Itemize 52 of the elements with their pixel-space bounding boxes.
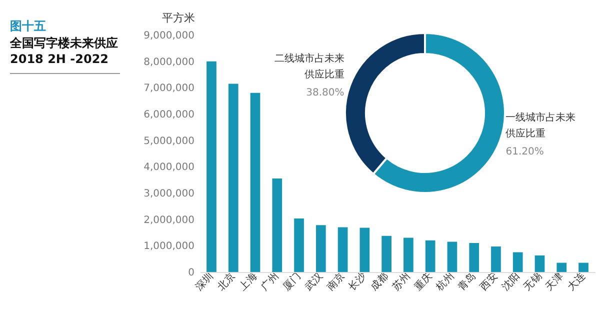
x-tick-label: 厦门 [280,270,304,293]
x-tick-label: 沈阳 [499,270,522,293]
y-tick-label: 4,000,000 [144,162,194,174]
y-tick-label: 2,000,000 [144,214,194,226]
y-tick-label: 8,000,000 [144,56,194,68]
bar [228,84,238,272]
bar [534,255,545,272]
y-tick-label: 0 [188,268,194,278]
bar [512,252,523,272]
bar [447,242,458,272]
x-tick-label: 长沙 [346,270,369,293]
x-tick-label: 广州 [258,270,282,293]
x-tick-label: 天津 [543,270,566,293]
x-tick-label: 青岛 [456,270,478,293]
text: 2018 2H -2022 [10,51,110,67]
bar [578,262,588,272]
data-label: 61.20% [506,146,544,158]
bar [382,236,392,272]
x-tick-label: 南京 [324,270,348,293]
bar [250,92,260,272]
x-tick-label: 武汉 [302,270,326,293]
bar [491,246,501,272]
bar [360,228,370,272]
bar [206,61,216,272]
bar [469,243,480,272]
x-tick-label: 苏州 [390,270,413,293]
x-tick-label: 北京 [214,270,238,293]
y-tick-label: 9,000,000 [144,30,194,42]
y-tick-label: 7,000,000 [144,83,194,94]
slice-label: 二线城市占未来供应比重 [274,52,344,80]
slice-label: 一线城市占未来供应比重 [506,112,576,140]
text: 全国写字楼未来供应 [10,35,119,51]
bar [556,262,567,272]
x-tick-label: 重庆 [412,270,435,293]
x-tick-label: 大连 [565,270,588,293]
y-tick-label: 1,000,000 [144,241,194,252]
y-tick-label: 3,000,000 [144,188,194,200]
y-tick-label: 6,000,000 [144,110,194,120]
bar [316,225,326,272]
bar [294,218,304,272]
bar [425,240,436,272]
x-tick-label: 无锡 [522,270,544,293]
bar [338,227,348,272]
x-tick-label: 上海 [236,270,260,293]
bar [272,178,282,272]
x-tick-label: 西安 [478,270,500,293]
x-tick-label: 成都 [368,270,391,293]
bar [404,238,414,272]
text: 图十五 [10,18,47,35]
y-tick-label: 5,000,000 [144,136,194,147]
y-axis-title: 平方米 [162,12,195,24]
data-label: 38.80% [306,87,344,98]
